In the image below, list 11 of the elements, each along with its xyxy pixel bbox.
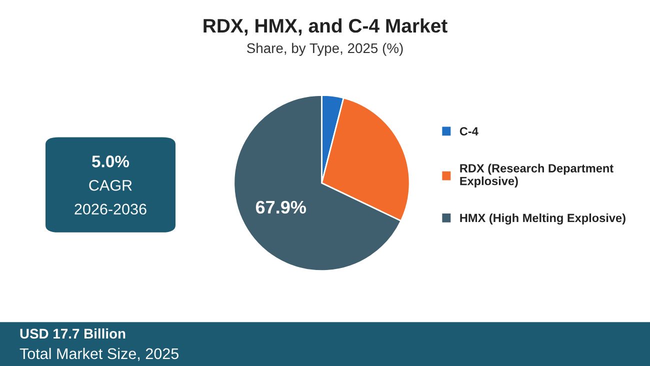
text: Total Market Size, 2025 — [20, 348, 178, 361]
chart-title: RDX, HMX, and C-4 Market — [204, 18, 448, 36]
legend-label: HMX (High Melting Explosive) — [460, 213, 626, 225]
text: 5.0% — [92, 156, 130, 168]
text: CAGR — [89, 180, 132, 191]
legend-label: C-4 — [460, 127, 478, 136]
chart-subtitle: Share, by Type, 2025 (%) — [247, 42, 403, 56]
text: 2026-2036 — [74, 204, 146, 215]
data-label: 67.9% — [256, 200, 306, 214]
text: USD 17.7 Billion — [20, 328, 126, 339]
legend-label: RDX (Research Department Explosive) — [460, 164, 614, 188]
